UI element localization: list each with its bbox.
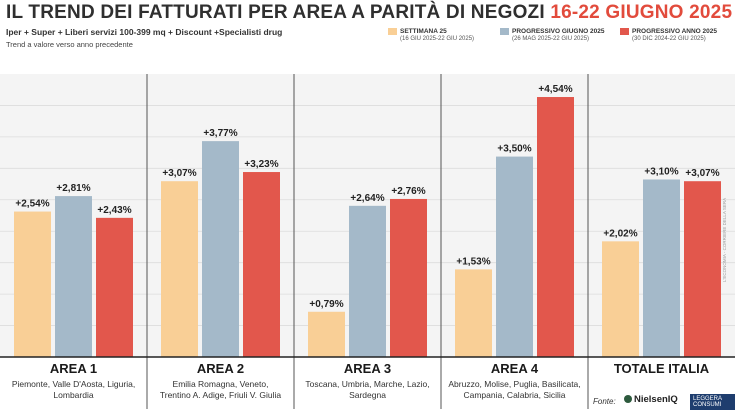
- category-regions: Lombardia: [53, 390, 93, 400]
- bar-value-label: +4,54%: [538, 84, 572, 95]
- bar: [161, 181, 198, 357]
- bar-value-label: +2,43%: [97, 205, 131, 216]
- legend-item-progressivo-anno: PROGRESSIVO ANNO 2025 (30 DIC 2024-22 GI…: [620, 28, 717, 42]
- credit-text: L'ECONOMIA - CORRIERE DELLA SERA: [722, 197, 727, 282]
- bar: [643, 179, 680, 357]
- chart-title: IL TREND DEI FATTURATI PER AREA A PARITÀ…: [6, 2, 732, 24]
- bar: [684, 181, 721, 357]
- bar: [455, 269, 492, 357]
- bar: [202, 141, 239, 357]
- bar: [349, 205, 386, 357]
- bar: [537, 97, 574, 357]
- nielsen-logo-icon: [624, 395, 632, 404]
- category-regions: Sardegna: [349, 390, 386, 400]
- bar-value-label: +3,23%: [244, 159, 278, 170]
- bar-value-label: +1,53%: [456, 256, 490, 267]
- category-regions: Trentino A. Adige, Friuli V. Giulia: [160, 390, 282, 400]
- legend-dates: (16 GIU 2025-22 GIU 2025): [400, 36, 475, 43]
- bar-value-label: +2,54%: [15, 199, 49, 210]
- legend-label: PROGRESSIVO ANNO 2025: [632, 28, 718, 36]
- category-label: AREA 4: [491, 361, 539, 376]
- category-regions: Campania, Calabria, Sicilia: [463, 390, 565, 400]
- legend-swatch: [620, 28, 629, 35]
- bar: [96, 217, 133, 357]
- category-label: TOTALE ITALIA: [614, 361, 710, 376]
- category-regions: Toscana, Umbria, Marche, Lazio,: [305, 379, 429, 389]
- category-regions: Emilia Romagna, Veneto,: [173, 379, 269, 389]
- bar-value-label: +2,81%: [56, 183, 90, 194]
- bar-value-label: +3,07%: [685, 168, 719, 179]
- legend-dates: (26 MAG 2025-22 GIU 2025): [512, 36, 590, 43]
- legend-item-progressivo-giugno: PROGRESSIVO GIUGNO 2025 (26 MAG 2025-22 …: [500, 28, 604, 42]
- category-regions: Abruzzo, Molise, Puglia, Basilicata,: [448, 379, 580, 389]
- bar: [55, 196, 92, 357]
- category-regions: Piemonte, Valle D'Aosta, Liguria,: [12, 379, 135, 389]
- title-dates: 16-22 GIUGNO 2025: [550, 2, 733, 23]
- bar: [308, 311, 345, 357]
- bar-value-label: +3,50%: [497, 144, 531, 155]
- bar: [390, 198, 427, 357]
- source-label: Fonte:: [593, 397, 616, 406]
- bar-value-label: +3,07%: [162, 168, 196, 179]
- legend-label: PROGRESSIVO GIUGNO 2025: [512, 28, 605, 36]
- category-label: AREA 3: [344, 361, 391, 376]
- bar-value-label: +0,79%: [309, 299, 343, 310]
- legend-item-settimana: SETTIMANA 25 (16 GIU 2025-22 GIU 2025): [388, 28, 474, 42]
- bar-value-label: +3,77%: [203, 128, 237, 139]
- bar: [243, 172, 280, 357]
- bar-value-label: +2,64%: [350, 193, 384, 204]
- source-partner: LEGGERA CONSUMI: [690, 394, 735, 410]
- legend-dates: (30 DIC 2024-22 GIU 2025): [632, 36, 706, 43]
- bar: [14, 211, 51, 357]
- chart-note: Trend a valore verso anno precedente: [6, 40, 133, 49]
- legend-label: SETTIMANA 25: [400, 28, 447, 36]
- source-brand: NielsenIQ: [624, 394, 678, 405]
- chart-subtitle: Iper + Super + Liberi servizi 100-399 mq…: [6, 27, 283, 37]
- category-label: AREA 1: [50, 361, 97, 376]
- bar-value-label: +2,76%: [391, 186, 425, 197]
- bar-value-label: +3,10%: [644, 166, 678, 177]
- legend-swatch: [500, 28, 509, 35]
- bar: [496, 156, 533, 357]
- source-brand-text: NielsenIQ: [634, 394, 678, 405]
- title-main: IL TREND DEI FATTURATI PER AREA A PARITÀ…: [6, 2, 545, 23]
- category-label: AREA 2: [197, 361, 244, 376]
- bar: [602, 241, 639, 357]
- legend-swatch: [388, 28, 397, 35]
- bar-value-label: +2,02%: [603, 228, 637, 239]
